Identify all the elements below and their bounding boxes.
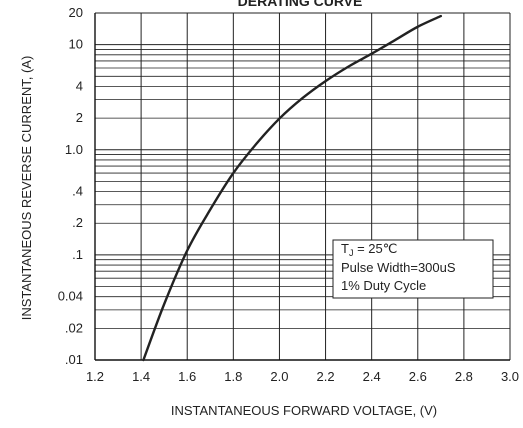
y-tick-labels: 20 10 4 2 1.0 .4 .2 .1 0.04 .02 .01	[58, 5, 83, 367]
x-tick-label: 2.4	[363, 369, 381, 384]
x-tick-labels: 1.2 1.4 1.6 1.8 2.0 2.2 2.4 2.6 2.8 3.0	[86, 369, 519, 384]
x-tick-label: 1.6	[178, 369, 196, 384]
series-line	[142, 14, 443, 362]
annotation-tj-label: T	[341, 241, 349, 256]
x-tick-label: 2.8	[455, 369, 473, 384]
x-tick-label: 2.6	[409, 369, 427, 384]
x-tick-label: 1.4	[132, 369, 150, 384]
x-tick-label: 1.2	[86, 369, 104, 384]
y-tick-label: 0.04	[58, 289, 83, 304]
y-tick-label: 10	[69, 37, 83, 52]
y-tick-label: .02	[65, 320, 83, 335]
x-tick-label: 2.2	[317, 369, 335, 384]
y-tick-label: 1.0	[65, 142, 83, 157]
annotation-duty-cycle: 1% Duty Cycle	[341, 278, 426, 293]
chart-title: DERATING CURVE	[238, 0, 363, 9]
y-tick-label: 2	[76, 110, 83, 125]
annotation-degree-symbol: ℃	[383, 241, 398, 256]
y-tick-label: .01	[65, 352, 83, 367]
y-tick-label: 4	[76, 78, 83, 93]
y-tick-label: .4	[72, 184, 83, 199]
y-axis-label: INSTANTANEOUS REVERSE CURRENT, (A)	[19, 56, 34, 321]
annotation-tj-value: = 25	[353, 241, 382, 256]
svg-text:TJ = 25℃: TJ = 25℃	[341, 241, 397, 258]
x-tick-label: 2.0	[270, 369, 288, 384]
annotation-tj-subscript: J	[349, 248, 354, 258]
grid	[94, 12, 511, 361]
x-tick-label: 3.0	[501, 369, 519, 384]
series-layer	[142, 14, 443, 362]
y-tick-label: .2	[72, 215, 83, 230]
x-tick-label: 1.8	[224, 369, 242, 384]
annotation-legend-box: TJ = 25℃ Pulse Width=300uS 1% Duty Cycle	[332, 239, 494, 299]
y-tick-label: 20	[69, 5, 83, 20]
x-axis-label: INSTANTANEOUS FORWARD VOLTAGE, (V)	[171, 403, 437, 418]
y-tick-label: .1	[72, 247, 83, 262]
annotation-pulse-width: Pulse Width=300uS	[341, 260, 456, 275]
